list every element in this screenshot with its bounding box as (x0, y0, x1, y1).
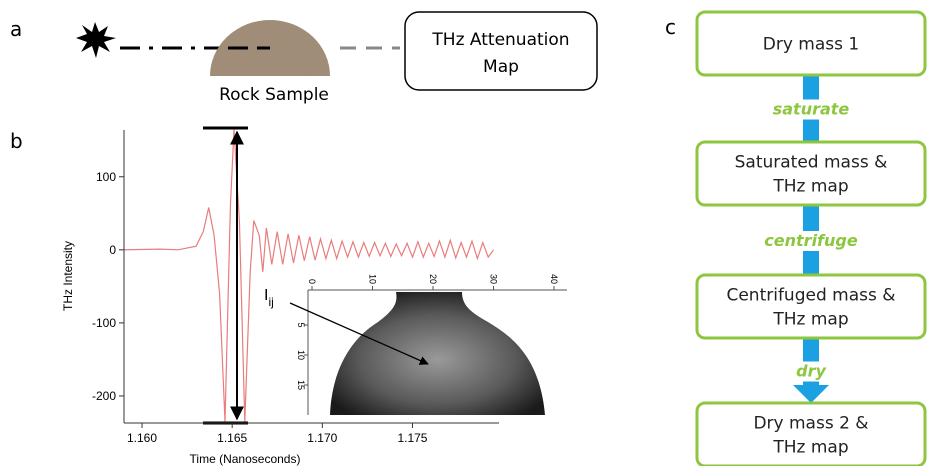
y-tick-label: 0 (109, 243, 116, 257)
x-tick-label: 1.160 (127, 431, 157, 445)
flow-box-text: THz map (772, 177, 848, 197)
x-tick-label: 1.175 (397, 431, 427, 445)
y-tick-label: 100 (96, 170, 116, 184)
flow-box (695, 401, 927, 466)
step-label: saturate (773, 100, 850, 119)
panel-label: b (10, 129, 23, 153)
output-box (404, 11, 598, 91)
step-bg (765, 99, 857, 120)
inset-x-label: 20 (428, 274, 438, 284)
attenuation-map (330, 292, 545, 415)
y-tick-label: -100 (92, 316, 116, 330)
panel-c: saturate centrifuge dry Dry mass 1 Saturated… (695, 10, 927, 466)
y-axis-label: THz Intensity (61, 241, 75, 311)
inset-x-label: 10 (368, 274, 378, 284)
step-bg (765, 361, 857, 382)
panel-a: Rock Sample THz Attenuation Map (76, 11, 598, 105)
output-text: THz Attenuation (431, 30, 569, 50)
sample-label: Rock Sample (219, 85, 329, 105)
inset-y-label: 5 (296, 322, 306, 327)
panel-b: THz Intensity Time (Nanoseconds) 0 10 20 30… (61, 126, 567, 466)
flow-box (695, 10, 927, 77)
inset-y-label: 10 (296, 350, 306, 360)
flow-box-text: THz map (772, 310, 848, 330)
output-text: Map (483, 57, 519, 77)
flow-box-text: Centrifuged mass & (726, 286, 895, 306)
inset-image: 0 10 20 30 40 5 10 15 (296, 274, 567, 415)
step-label: dry (796, 362, 826, 381)
flow-box (695, 140, 927, 207)
connector-arrow (793, 385, 829, 403)
inset-x-label: 30 (489, 274, 499, 284)
annotation-subscript: ij (268, 295, 273, 309)
flow-box-text: Dry mass 2 & (753, 414, 868, 434)
x-tick-label: 1.165 (217, 431, 247, 445)
inset-x-label: 0 (307, 279, 317, 284)
x-axis-label: Time (Nanoseconds) (190, 452, 301, 466)
annotation-arrow (289, 302, 429, 365)
panel-label: a (10, 17, 22, 41)
step-label: centrifuge (764, 231, 858, 250)
flow-box (695, 273, 927, 340)
inset-x-label: 40 (549, 274, 559, 284)
flow-box-text: THz map (772, 438, 848, 458)
x-tick-label: 1.170 (307, 431, 337, 445)
panel-labels: a b c (10, 15, 676, 153)
flow-box-text: Dry mass 1 (763, 35, 859, 55)
source-burst (76, 22, 116, 58)
inset-y-label: 15 (296, 380, 306, 390)
step-bg (765, 231, 857, 251)
panel-label: c (665, 15, 676, 39)
y-tick-label: -200 (92, 389, 116, 403)
flow-box-text: Saturated mass & (735, 153, 888, 173)
annotation: Iij (264, 287, 274, 309)
annotation-symbol: I (264, 287, 268, 304)
